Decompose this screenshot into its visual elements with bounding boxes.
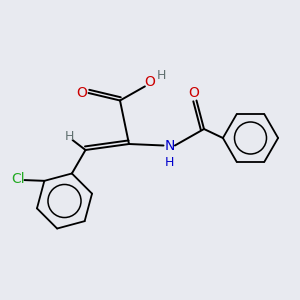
Text: H: H	[64, 130, 74, 143]
Text: O: O	[145, 76, 155, 89]
Text: H: H	[165, 155, 174, 169]
Text: H: H	[157, 69, 166, 82]
Text: O: O	[76, 86, 87, 100]
Text: Cl: Cl	[11, 172, 25, 186]
Text: O: O	[188, 86, 199, 100]
Text: N: N	[164, 139, 175, 152]
